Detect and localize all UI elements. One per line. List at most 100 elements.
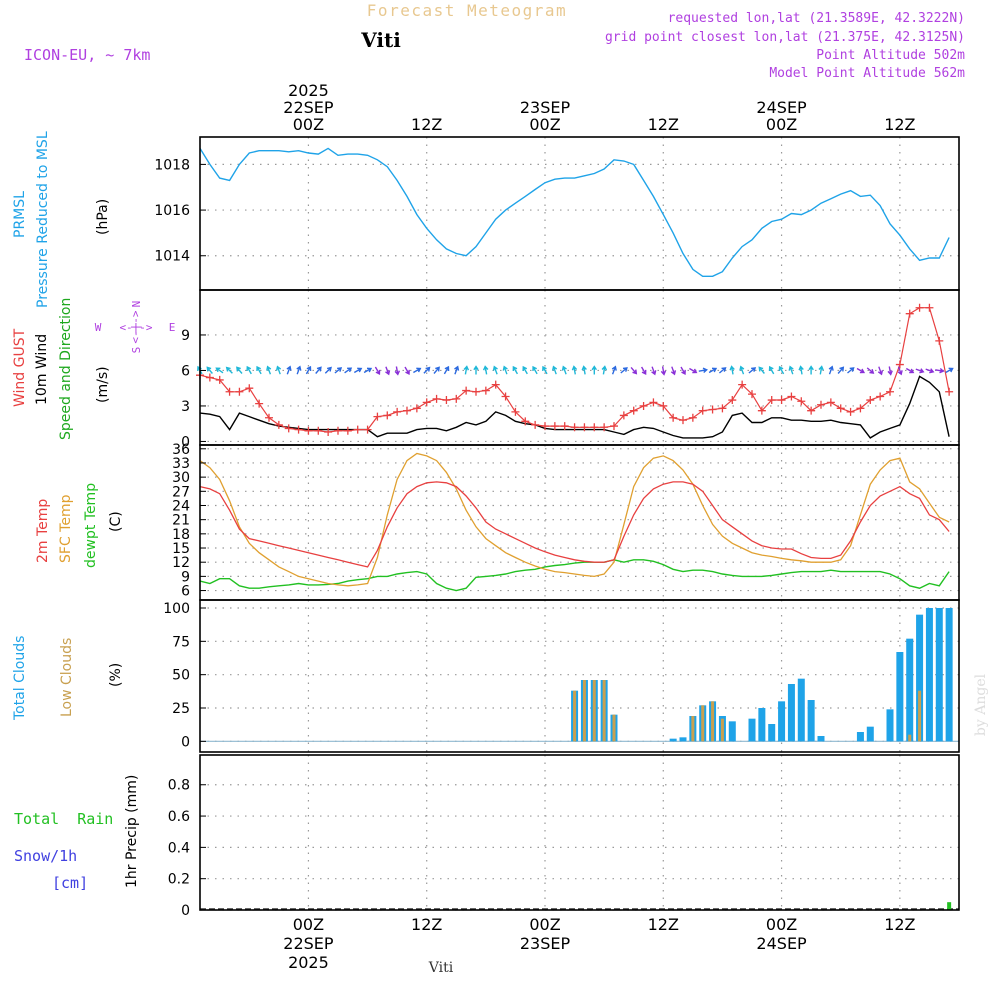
wind-direction-arrow: [601, 365, 608, 375]
panel-frame-precip: [199, 754, 960, 911]
wind-gust-marker: [324, 427, 333, 436]
rain-bar: [947, 902, 952, 910]
wind-direction-arrow: [670, 366, 677, 376]
wind-gust-marker: [442, 396, 451, 405]
wind-gust-marker: [817, 400, 825, 409]
wind-gust-marker: [777, 396, 786, 405]
footer-location: Viti: [428, 960, 454, 976]
cloud-total-bar: [945, 608, 953, 742]
compass-vertical: <-|->: [129, 310, 142, 343]
wind-gust-marker: [580, 423, 589, 432]
wind-gust-marker: [393, 407, 402, 416]
snow-unit: [cm]: [52, 874, 88, 892]
y-tick-label: 27: [172, 484, 190, 500]
wind-direction-arrow: [915, 368, 925, 374]
wind-gust-marker: [688, 413, 697, 422]
wind-direction-arrow: [768, 365, 775, 375]
panel-frames: [199, 136, 960, 911]
wind-gust-marker: [412, 404, 421, 413]
wind-direction-arrow: [443, 365, 450, 375]
gust-label: Wind GUST: [12, 328, 28, 407]
y-tick-label: 1016: [154, 203, 190, 219]
wind-gust-marker: [610, 422, 618, 431]
y-tick-label: 0.6: [168, 809, 190, 825]
temp-2m-label: 2m Temp: [35, 499, 51, 563]
wind-direction-arrow: [808, 365, 814, 375]
cloud-low-bar: [918, 690, 922, 742]
wind-gust-marker: [491, 380, 500, 389]
wind-direction-arrow: [571, 365, 578, 375]
cloud-total-bar: [916, 614, 924, 742]
wind-direction-arrow: [630, 366, 638, 375]
time-label-bottom: 00Z: [293, 915, 324, 934]
time-label-top: 00Z: [766, 115, 797, 134]
wind-gust-marker: [915, 303, 924, 312]
wind-gust-marker: [767, 396, 776, 405]
wind-direction-arrow: [788, 365, 794, 375]
y-tick-label: 36: [172, 442, 190, 458]
compass-west: W: [95, 321, 102, 334]
pressure-unit: (hPa): [95, 199, 111, 235]
wind-direction-arrow: [651, 366, 657, 376]
y-tick-label: 75: [172, 634, 190, 650]
wind-gust-marker: [294, 425, 303, 434]
pressure-line: [199, 147, 950, 277]
time-label-bottom: 22SEP: [283, 934, 334, 953]
wind-gust-marker: [452, 394, 461, 403]
wind-direction-arrow: [680, 366, 686, 376]
cloud-total-bar: [679, 737, 687, 742]
y-tick-label: 0: [181, 734, 190, 750]
cloud-total-bar: [768, 724, 776, 742]
y-tick-label: 24: [172, 498, 190, 514]
wind-gust-marker: [560, 422, 569, 431]
panel-frame-wind: [199, 289, 960, 446]
cloud-total-bar: [728, 721, 736, 742]
temp-unit: (C): [108, 511, 124, 532]
time-label-top: 00Z: [529, 115, 560, 134]
cloud-low-bar: [573, 690, 577, 742]
wind-gust-marker: [462, 386, 471, 395]
cloud-low-bar: [612, 714, 616, 742]
wind-gust-marker: [265, 413, 273, 422]
time-label-top: 2025: [288, 81, 329, 100]
y-tick-label: 3: [181, 399, 190, 415]
wind-gust-marker: [363, 425, 372, 434]
wind-gust-marker: [432, 394, 441, 403]
y-tick-label: 1014: [154, 249, 190, 265]
wind-direction-arrow: [463, 365, 470, 375]
wind-gust-marker: [334, 426, 342, 435]
compass-rose: N S W E <-|-> <-|->: [95, 301, 176, 354]
wind-gust-marker: [205, 373, 214, 382]
sfc-temp-line: [199, 452, 950, 587]
y-tick-label: 1018: [154, 157, 190, 173]
wind-gust-marker: [274, 420, 283, 429]
wind-gust-marker: [679, 416, 687, 425]
wind-gust-marker: [649, 398, 658, 407]
time-label-bottom: 23SEP: [520, 934, 571, 953]
cloud-total-bar: [669, 738, 677, 742]
wind-unit: (m/s): [95, 366, 111, 403]
wind-gust-marker: [531, 420, 540, 429]
wind-gust-marker: [856, 404, 865, 413]
cloud-low-bar: [691, 716, 695, 742]
wind-gust-marker: [570, 423, 579, 432]
wind-gust-marker: [738, 380, 747, 389]
time-label-bottom: 12Z: [648, 915, 679, 934]
wind-gust-marker: [787, 392, 796, 401]
wind-direction-arrow: [798, 365, 804, 375]
wind-direction-arrow: [512, 365, 519, 375]
wind-direction-arrow: [353, 367, 363, 374]
wind-gust-marker: [945, 387, 954, 396]
wind-direction-arrow: [708, 367, 718, 374]
y-tick-label: 9: [181, 328, 190, 344]
wind-direction-arrow: [286, 365, 292, 375]
wind-gust-marker: [669, 413, 678, 422]
requested-coords: requested lon,lat (21.3589E, 42.3222N): [668, 11, 965, 26]
wind-direction-arrow: [778, 365, 785, 375]
wind-direction-arrow: [758, 366, 765, 374]
wind-gust-marker: [403, 406, 411, 415]
wind-gust-marker: [639, 401, 648, 410]
cloud-total-bar: [787, 684, 795, 742]
grid-lines: [200, 137, 959, 911]
